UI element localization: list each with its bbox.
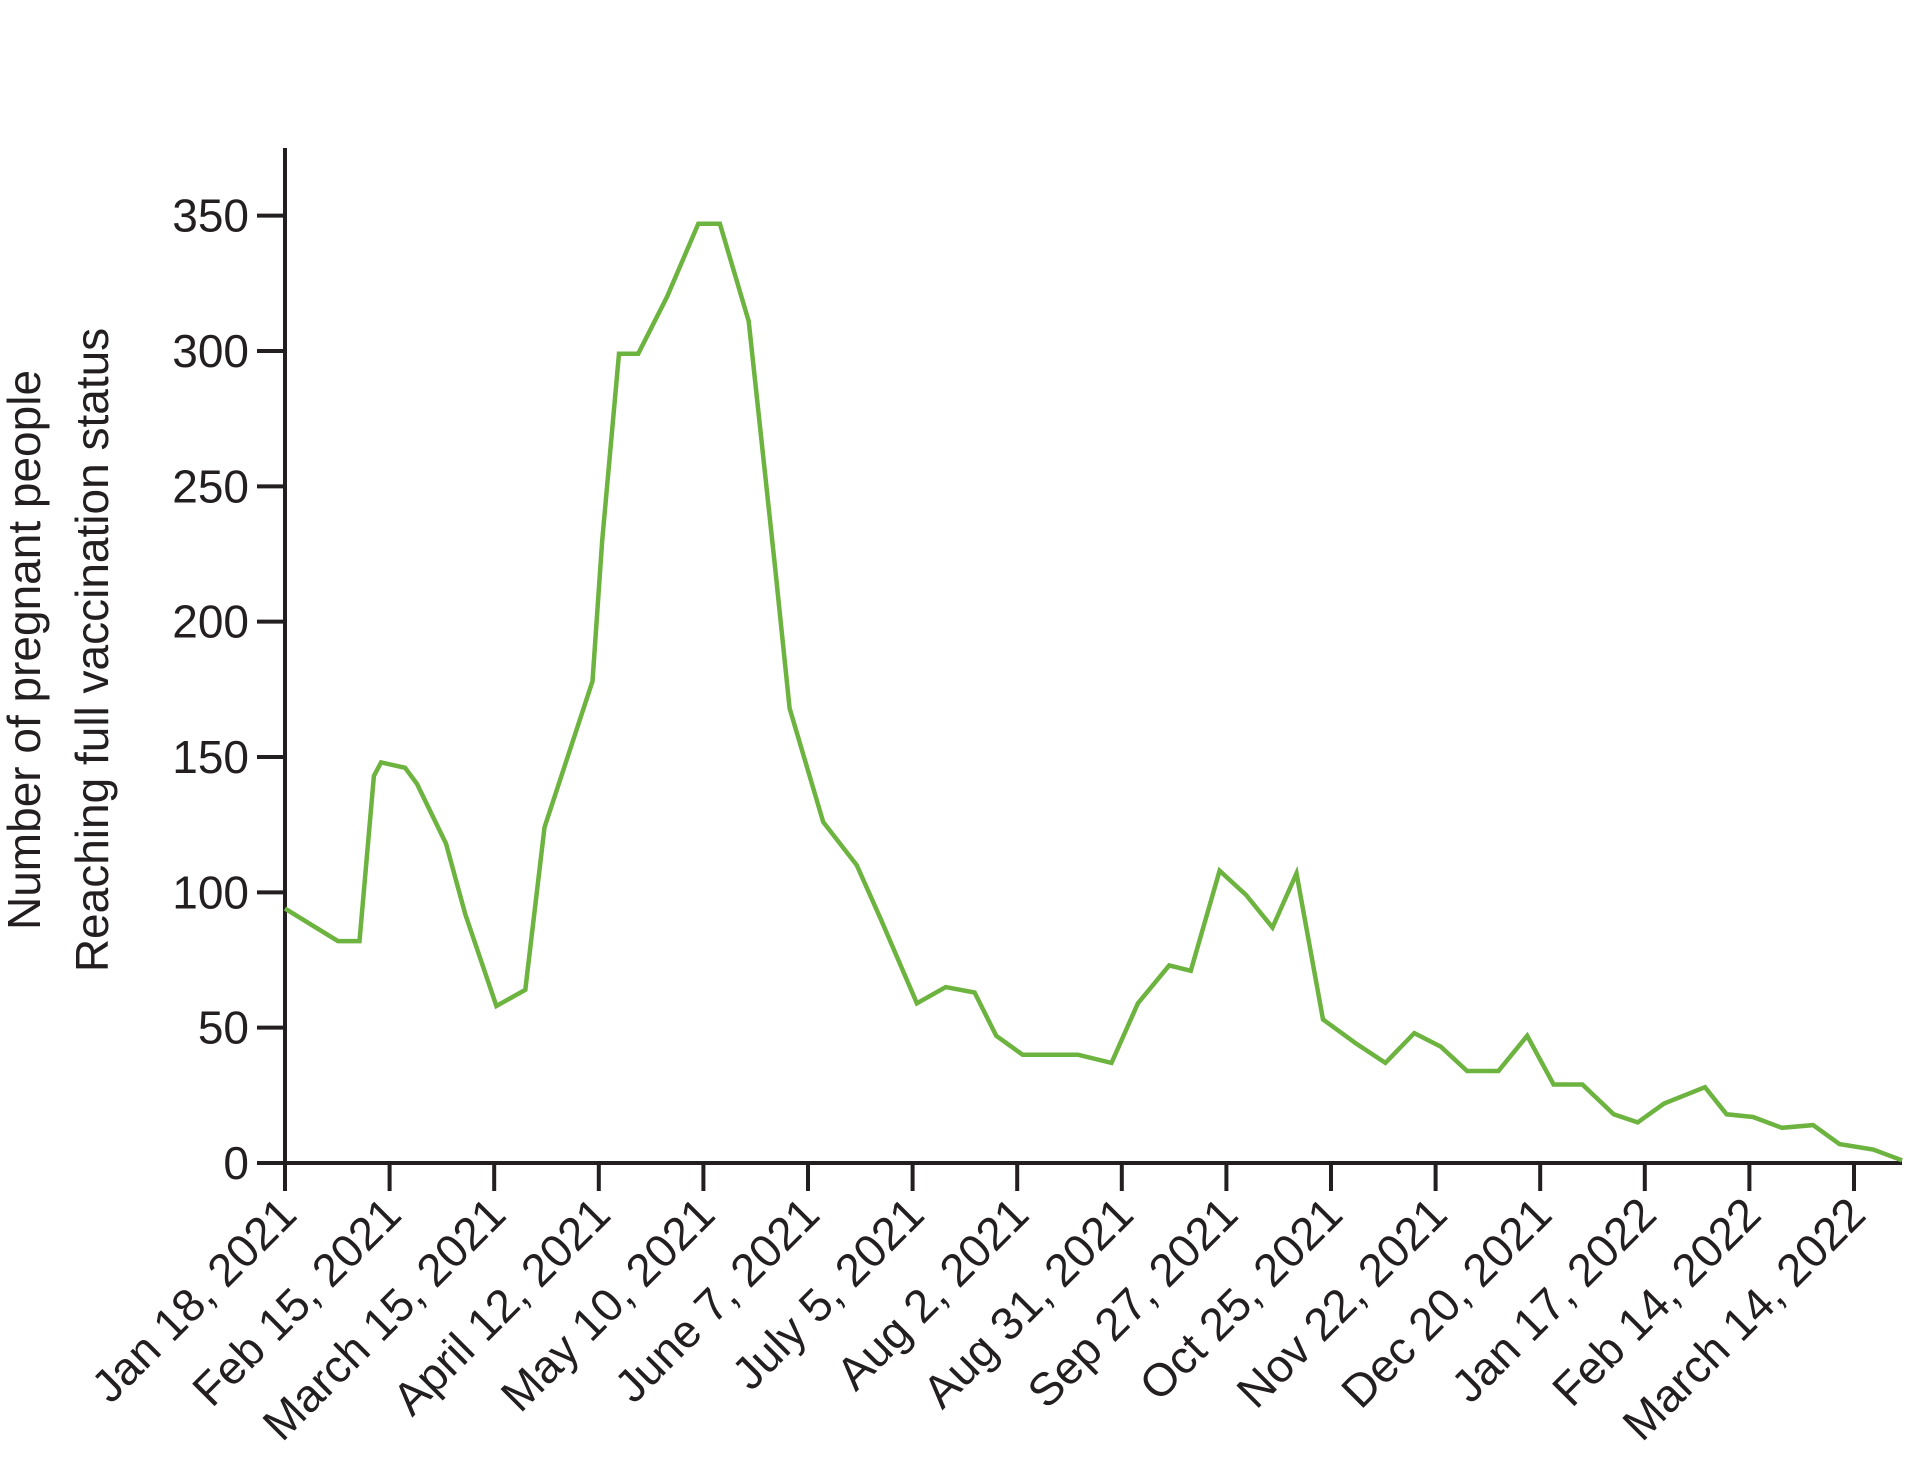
y-tick-label: 150 xyxy=(172,731,249,783)
y-tick-label: 0 xyxy=(223,1137,249,1189)
series-line xyxy=(283,221,1903,1163)
y-axis-title-line-2: Reaching full vaccination status xyxy=(66,328,118,972)
y-axis-title: Number of pregnant people Reaching full … xyxy=(0,328,118,972)
y-tick-label: 300 xyxy=(172,325,249,377)
y-tick-label: 100 xyxy=(172,866,249,918)
y-tick-label: 200 xyxy=(172,596,249,648)
y-tick-label: 350 xyxy=(172,190,249,242)
y-axis-title-line-1: Number of pregnant people xyxy=(0,370,50,930)
y-tick-label: 50 xyxy=(198,1002,249,1054)
plot-area xyxy=(283,221,1903,1163)
y-axis: 0 50 100 150 200 250 300 350 xyxy=(172,148,287,1189)
y-tick-label: 250 xyxy=(172,460,249,512)
